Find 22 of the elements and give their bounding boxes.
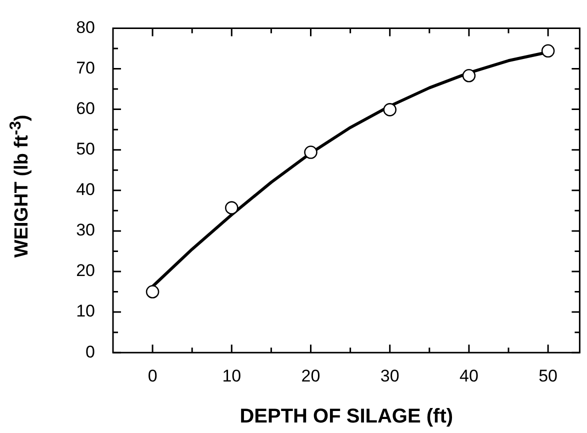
y-tick-label: 60	[76, 98, 95, 118]
y-tick-label: 10	[76, 302, 95, 321]
y-tick-label: 70	[76, 58, 95, 78]
point	[304, 146, 318, 159]
x-tick-label: 10	[222, 366, 242, 386]
x-tick-label: 20	[301, 366, 320, 386]
y-tick-label: 0	[86, 342, 95, 362]
x-axis-title: DEPTH OF SILAGE (ft)	[240, 406, 454, 428]
point	[541, 44, 555, 58]
x-tick-label: 30	[380, 366, 400, 386]
y-tick-label: 50	[76, 140, 95, 159]
x-tick-label: 0	[148, 366, 158, 386]
y-tick-label: 80	[76, 18, 95, 37]
x-tick-label: 50	[538, 366, 558, 386]
y-tick-label: 30	[76, 220, 95, 240]
x-tick-label: 40	[459, 366, 478, 386]
point	[225, 201, 238, 214]
point	[462, 68, 476, 82]
point	[146, 285, 160, 298]
y-tick-label: 20	[76, 261, 95, 280]
y-tick-label: 40	[76, 180, 95, 200]
point	[383, 103, 397, 116]
